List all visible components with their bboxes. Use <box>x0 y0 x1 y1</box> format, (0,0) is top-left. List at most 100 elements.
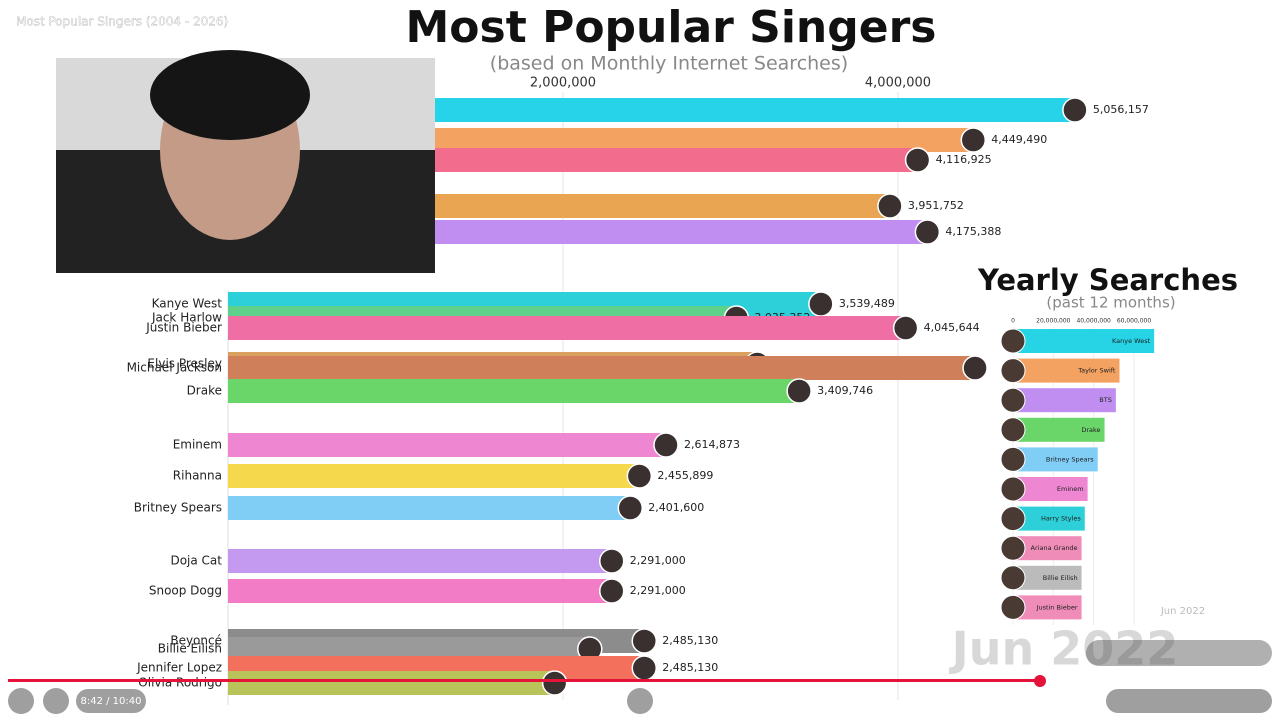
inset-category-label: Kanye West <box>1112 337 1151 345</box>
avatar <box>1062 97 1088 123</box>
inset-avatar <box>1000 358 1026 384</box>
avatar <box>598 548 625 574</box>
bar <box>228 671 555 695</box>
inset-category-label: Justin Bieber <box>1036 603 1078 611</box>
value-label: 3,951,752 <box>908 199 964 212</box>
category-label: Michael Jackson <box>127 361 222 375</box>
play-button[interactable] <box>8 688 34 714</box>
inset-category-label: Ariana Grande <box>1031 544 1078 552</box>
date-watermark: Jun 2022 <box>949 622 1179 676</box>
time-pill <box>76 689 146 713</box>
avatar <box>960 127 987 153</box>
value-label: 2,291,000 <box>630 554 686 567</box>
category-label: Eminem <box>173 438 222 452</box>
progress-played <box>8 679 1040 682</box>
inset-tick-label: 0 <box>1011 318 1015 325</box>
chapters-button[interactable] <box>627 688 653 714</box>
inset-avatar <box>1000 417 1026 443</box>
avatar <box>808 291 834 317</box>
bar <box>228 316 906 340</box>
bar <box>228 433 666 457</box>
inset-date: Jun 2022 <box>1160 606 1205 617</box>
inset-tick-label: 20,000,000 <box>1036 318 1071 325</box>
avatar <box>904 147 931 173</box>
x-tick-label: 2,000,000 <box>530 76 596 91</box>
avatar <box>786 378 812 404</box>
webcam-hair <box>150 50 310 140</box>
inset-avatar <box>1000 387 1026 413</box>
avatar <box>914 219 941 245</box>
value-label: 3,539,489 <box>839 297 895 310</box>
mute-button[interactable] <box>43 688 69 714</box>
value-label: 3,409,746 <box>817 384 873 397</box>
category-label: Elvis Presley <box>147 357 222 371</box>
avatar <box>626 463 653 489</box>
bar <box>228 464 640 488</box>
x-tick-label: 4,000,000 <box>865 76 931 91</box>
inset-avatar <box>1000 328 1026 354</box>
avatar <box>631 655 658 681</box>
value-label: 2,485,130 <box>662 634 718 647</box>
inset-category-label: Britney Spears <box>1046 455 1094 463</box>
settings-pill[interactable] <box>1106 689 1272 713</box>
inset-avatar <box>1000 594 1026 620</box>
inset-category-label: Drake <box>1081 426 1100 434</box>
avatar <box>541 670 568 696</box>
bar <box>1013 417 1105 442</box>
inset-category-label: Billie Eilish <box>1043 574 1078 582</box>
value-label: 4,116,925 <box>936 153 992 166</box>
bar <box>1013 358 1120 383</box>
avatar <box>892 315 919 341</box>
bar <box>1013 388 1116 413</box>
inset-category-label: Harry Styles <box>1041 515 1081 523</box>
bar <box>1013 329 1155 353</box>
value-label: 4,449,490 <box>991 133 1047 146</box>
value-label: 2,455,899 <box>657 469 713 482</box>
category-label: Kanye West <box>152 297 223 311</box>
value-label: 4,045,644 <box>924 321 980 334</box>
inset-category-label: Taylor Swift <box>1077 367 1116 375</box>
bar <box>228 496 631 520</box>
inset-avatar <box>1000 565 1026 591</box>
inset-avatar <box>1000 535 1026 561</box>
bar <box>228 579 612 603</box>
value-label: 2,485,130 <box>662 661 718 674</box>
bar <box>1013 447 1098 472</box>
inset-tick-label: 40,000,000 <box>1076 318 1111 325</box>
category-label: Jennifer Lopez <box>136 661 222 675</box>
category-label: Justin Bieber <box>145 321 222 335</box>
value-label: 2,614,873 <box>684 438 740 451</box>
category-label: Snoop Dogg <box>149 584 222 598</box>
category-label: Britney Spears <box>134 501 222 515</box>
inset-avatar <box>1000 446 1026 472</box>
avatar <box>962 355 988 381</box>
inset-title: Yearly Searches <box>977 263 1238 297</box>
avatar <box>877 193 903 219</box>
avatar <box>631 628 658 654</box>
avatar <box>598 578 625 604</box>
inset-category-label: BTS <box>1099 396 1112 404</box>
scrubber[interactable] <box>1034 675 1046 687</box>
bar <box>228 356 976 380</box>
category-label: Olivia Rodrigo <box>138 676 222 690</box>
avatar <box>653 432 679 458</box>
category-label: Jack Harlow <box>151 311 222 325</box>
bar <box>1013 506 1085 531</box>
value-label: 4,175,388 <box>945 225 1001 238</box>
bar <box>228 379 800 403</box>
chart-title: Most Popular Singers <box>406 2 937 53</box>
category-label: Drake <box>187 384 222 398</box>
category-label: Beyoncé <box>170 634 222 648</box>
value-label: 2,401,600 <box>648 501 704 514</box>
bar <box>228 549 612 573</box>
inset-subtitle: (past 12 months) <box>1046 294 1175 312</box>
value-label: 2,291,000 <box>630 584 686 597</box>
inset-avatar <box>1000 476 1026 502</box>
category-label: Doja Cat <box>170 554 222 568</box>
actions-pill[interactable] <box>1086 640 1272 666</box>
video-title: Most Popular Singers (2004 - 2026) <box>16 15 228 29</box>
chart-subtitle: (based on Monthly Internet Searches) <box>490 53 848 75</box>
category-label: Billie Eilish <box>158 642 222 656</box>
